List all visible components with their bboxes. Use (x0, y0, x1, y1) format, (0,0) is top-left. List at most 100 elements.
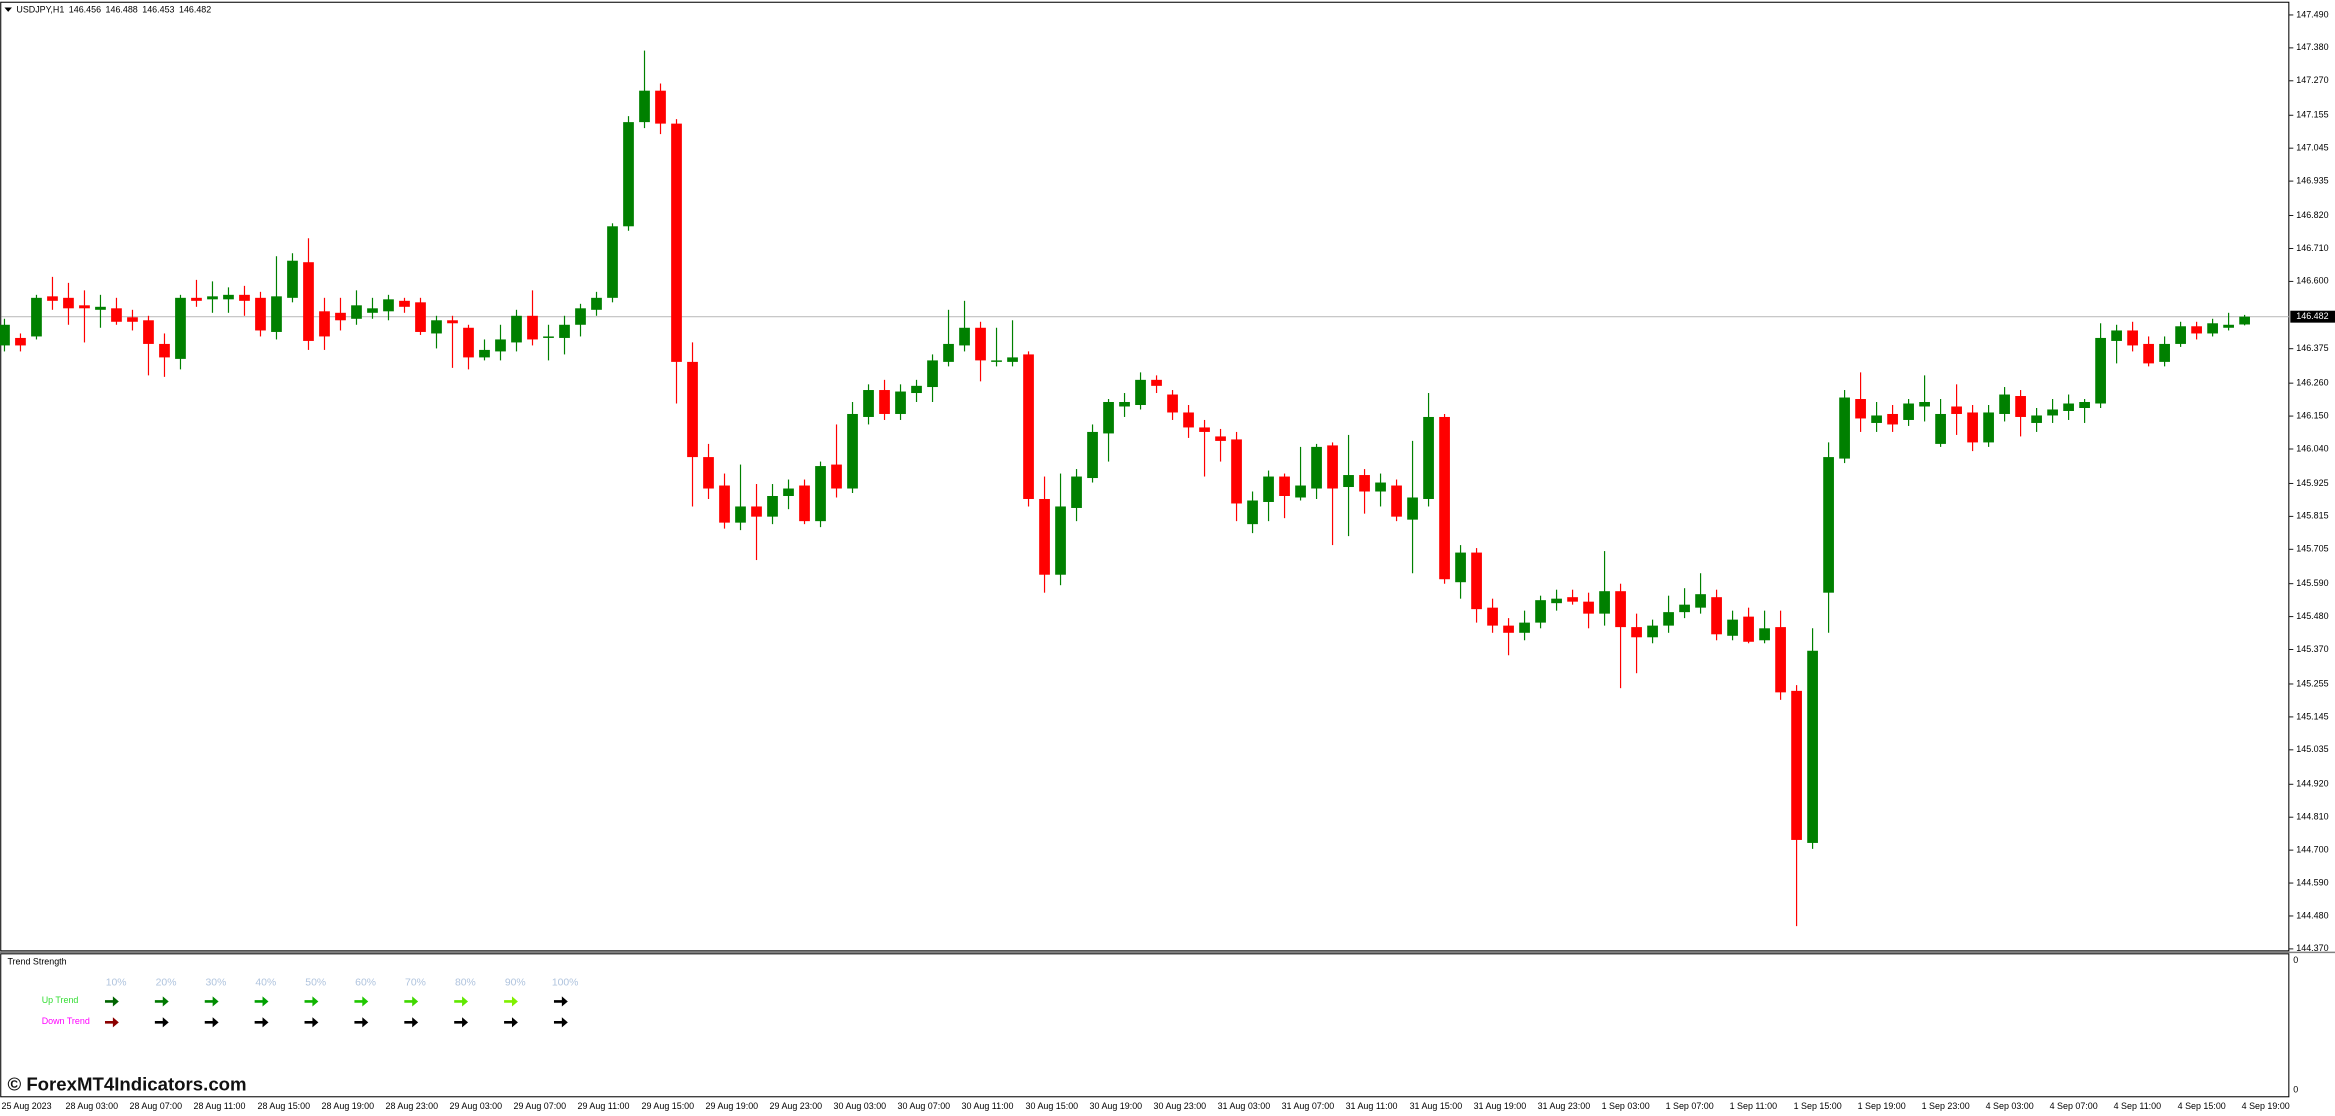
y-tick-label: 145.145 (2296, 711, 2328, 721)
candle-body (2175, 326, 2186, 344)
candle-body (1583, 601, 1594, 614)
x-tick-label: 30 Aug 03:00 (834, 1101, 887, 1111)
candle-body (687, 361, 698, 458)
x-tick-label: 30 Aug 07:00 (898, 1101, 951, 1111)
candle-body (783, 488, 794, 496)
symbol: USDJPY,H1 (16, 5, 64, 15)
up-arrow (254, 996, 269, 1007)
y-tick-label: 147.490 (2296, 9, 2328, 19)
y-tick-label: 146.040 (2296, 443, 2328, 453)
indicator-scale-top: 0 (2293, 955, 2298, 965)
arrow-shape (404, 1017, 419, 1028)
header-high: 146.488 (106, 5, 138, 15)
x-tick-label: 4 Sep 15:00 (2178, 1101, 2226, 1111)
candle-body (1839, 397, 1850, 459)
candle-body (959, 327, 970, 346)
candle-body (1375, 482, 1386, 492)
x-tick-label: 4 Sep 11:00 (2114, 1101, 2161, 1111)
candle-body (207, 296, 218, 300)
x-tick-label: 31 Aug 03:00 (1218, 1101, 1271, 1111)
arrow-shape (104, 996, 119, 1007)
x-tick-label: 28 Aug 15:00 (258, 1101, 311, 1111)
y-tick-label: 146.820 (2296, 210, 2328, 220)
candle-body (1775, 627, 1786, 693)
y-tick-label: 145.925 (2296, 478, 2328, 488)
candle-body (1151, 379, 1162, 386)
down-arrow (504, 1017, 518, 1028)
candle-body (1727, 619, 1738, 636)
x-tick-label: 30 Aug 11:00 (962, 1101, 1014, 1111)
candle-body (1759, 628, 1770, 641)
candle-body (1071, 476, 1082, 508)
candle-body (1599, 591, 1610, 614)
arrow-shape (254, 1017, 269, 1028)
x-tick-label: 30 Aug 19:00 (1090, 1101, 1143, 1111)
up-arrow (504, 996, 518, 1007)
arrow-shape (304, 996, 319, 1007)
candle-body (2111, 330, 2122, 341)
candle-body (335, 312, 346, 321)
candle-body (463, 327, 474, 358)
candle-body (815, 466, 826, 522)
y-tick-label: 146.375 (2296, 343, 2328, 353)
arrow-shape (304, 1017, 319, 1028)
up-arrow (454, 996, 469, 1007)
candle-body (575, 308, 586, 325)
candle-body (127, 317, 138, 322)
down-arrow (204, 1017, 219, 1028)
candle-body (319, 311, 330, 337)
candle-body (1087, 431, 1098, 479)
down-arrow (354, 1017, 369, 1028)
arrow-shape (454, 996, 469, 1007)
y-tick-label: 147.380 (2296, 42, 2328, 52)
candle-body (831, 464, 842, 489)
candle-body (623, 122, 634, 227)
header-close: 146.482 (179, 5, 211, 15)
candle-body (2127, 330, 2138, 346)
menu-triangle[interactable] (4, 7, 12, 12)
candle-body (1967, 412, 1978, 443)
candle-body (639, 90, 650, 123)
y-tick-label: 144.370 (2296, 943, 2328, 953)
up-arrow (354, 996, 369, 1007)
candle-body (47, 296, 58, 301)
candle-body (111, 308, 122, 322)
x-tick-label: 28 Aug 07:00 (129, 1101, 182, 1111)
down-arrow (404, 1017, 419, 1028)
y-tick-label: 145.480 (2296, 611, 2328, 621)
y-tick-label: 144.700 (2296, 844, 2328, 854)
candle-body (767, 495, 778, 517)
y-tick-label: 146.150 (2296, 410, 2328, 420)
level-label: 10% (106, 978, 127, 989)
candle-body (1023, 354, 1034, 499)
x-tick-label: 31 Aug 23:00 (1538, 1101, 1591, 1111)
candle-body (1903, 403, 1914, 420)
y-tick-label: 144.480 (2296, 910, 2328, 920)
candle-body (1455, 552, 1466, 583)
y-tick-label: 144.920 (2296, 779, 2328, 789)
candle-body (703, 457, 714, 489)
x-tick-label: 29 Aug 19:00 (706, 1101, 759, 1111)
candle-body (175, 297, 186, 359)
candle-body (751, 506, 762, 517)
x-tick-label: 31 Aug 07:00 (1282, 1101, 1335, 1111)
candle-body (719, 485, 730, 523)
y-tick-label: 145.035 (2296, 744, 2328, 754)
candle-body (2207, 323, 2218, 334)
candle-body (863, 390, 874, 417)
candle-body (1263, 476, 1274, 502)
current-price-label: 146.482 (2296, 311, 2328, 321)
level-label: 20% (156, 978, 177, 989)
candle-body (2223, 324, 2234, 328)
arrow-shape (553, 996, 568, 1007)
candle-body (479, 349, 490, 358)
candle-body (1535, 600, 1546, 623)
candle-body (1311, 446, 1322, 489)
level-label: 50% (305, 978, 326, 989)
x-tick-label: 1 Sep 15:00 (1794, 1101, 1842, 1111)
x-tick-label: 25 Aug 2023 (1, 1101, 51, 1111)
candle-body (1231, 439, 1242, 504)
candle-body (671, 123, 682, 362)
candle-body (655, 90, 666, 124)
